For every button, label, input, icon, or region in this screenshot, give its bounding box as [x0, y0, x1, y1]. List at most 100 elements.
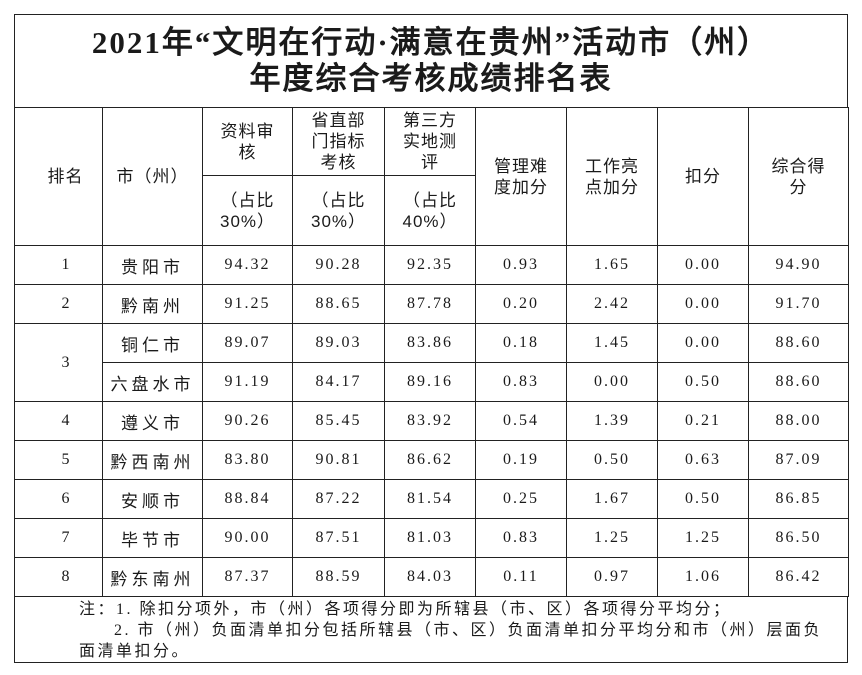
header-third-party-label: 第三方实地测评: [403, 111, 457, 172]
city-cell: 黔南州: [102, 284, 203, 324]
highlight-bonus-cell: 0.50: [566, 440, 658, 480]
dept-assessment-cell: 90.81: [292, 440, 385, 480]
deduction-cell: 0.00: [657, 284, 749, 324]
total-score-cell: 87.09: [748, 440, 849, 480]
highlight-bonus-cell: 2.42: [566, 284, 658, 324]
city-cell: 贵阳市: [102, 245, 203, 285]
table-header: 排名 市（州） 资料审核 省直部门指标考核 第三方实地测评 管理难度加分 工作亮…: [14, 107, 849, 246]
total-score-cell: 91.70: [748, 284, 849, 324]
management-bonus-cell: 0.25: [475, 479, 567, 519]
highlight-bonus-cell: 1.39: [566, 401, 658, 441]
material-review-cell: 89.07: [202, 323, 293, 363]
dept-assessment-cell: 89.03: [292, 323, 385, 363]
deduction-cell: 1.25: [657, 518, 749, 558]
city-cell: 安顺市: [102, 479, 203, 519]
table-row: 6 安顺市 88.84 87.22 81.54 0.25 1.67 0.50 86.85: [14, 479, 849, 519]
table-row: 1 贵阳市 94.32 90.28 92.35 0.93 1.65 0.00 94.90: [14, 245, 849, 285]
third-party-cell: 86.62: [384, 440, 476, 480]
dept-assessment-cell: 84.17: [292, 362, 385, 402]
total-score-cell: 88.00: [748, 401, 849, 441]
table-row: 5 黔西南州 83.80 90.81 86.62 0.19 0.50 0.63 87.09: [14, 440, 849, 480]
header-highlight-bonus-label: 工作亮点加分: [585, 156, 639, 197]
header-highlight-bonus: 工作亮点加分: [566, 107, 658, 246]
deduction-cell: 0.21: [657, 401, 749, 441]
header-material-review-weight: （占比30%）: [202, 175, 293, 246]
header-material-review: 资料审核: [202, 107, 293, 176]
management-bonus-cell: 0.83: [475, 362, 567, 402]
management-bonus-cell: 0.18: [475, 323, 567, 363]
highlight-bonus-cell: 1.67: [566, 479, 658, 519]
highlight-bonus-cell: 1.25: [566, 518, 658, 558]
table-row: 8 黔东南州 87.37 88.59 84.03 0.11 0.97 1.06 86.42: [14, 557, 849, 597]
header-third-party: 第三方实地测评: [384, 107, 476, 176]
material-review-cell: 90.00: [202, 518, 293, 558]
total-score-cell: 86.50: [748, 518, 849, 558]
material-review-cell: 87.37: [202, 557, 293, 597]
third-party-cell: 83.86: [384, 323, 476, 363]
city-cell: 遵义市: [102, 401, 203, 441]
third-party-cell: 92.35: [384, 245, 476, 285]
city-cell: 黔西南州: [102, 440, 203, 480]
management-bonus-cell: 0.20: [475, 284, 567, 324]
third-party-cell: 89.16: [384, 362, 476, 402]
rank-cell: 3: [14, 323, 103, 402]
header-city: 市（州）: [102, 107, 203, 246]
rank-cell: 1: [14, 245, 103, 285]
ranking-document: 2021年“文明在行动·满意在贵州”活动市（州） 年度综合考核成绩排名表 排名 …: [14, 14, 849, 663]
title-line-1: 2021年“文明在行动·满意在贵州”活动市（州）: [91, 25, 771, 60]
table-row: 3 铜仁市 89.07 89.03 83.86 0.18 1.45 0.00 88.60: [14, 323, 849, 402]
ranking-table: 排名 市（州） 资料审核 省直部门指标考核 第三方实地测评 管理难度加分 工作亮…: [14, 107, 849, 597]
rank-cell: 4: [14, 401, 103, 441]
total-score-cell: 86.85: [748, 479, 849, 519]
rank-cell: 5: [14, 440, 103, 480]
header-material-review-label: 资料审核: [220, 121, 275, 162]
management-bonus-cell: 0.93: [475, 245, 567, 285]
header-total: 综合得分: [748, 107, 849, 246]
highlight-bonus-cell: 0.97: [566, 557, 658, 597]
header-city-label: 市（州）: [116, 167, 189, 186]
management-bonus-cell: 0.19: [475, 440, 567, 480]
deduction-cell: 0.00: [657, 245, 749, 285]
third-party-cell: 84.03: [384, 557, 476, 597]
table-row: 六盘水市 91.19 84.17 89.16 0.83 0.00 0.50 88.60: [15, 362, 849, 402]
highlight-bonus-cell: 1.45: [566, 323, 658, 363]
highlight-bonus-cell: 0.00: [566, 362, 658, 402]
third-party-cell: 81.03: [384, 518, 476, 558]
material-review-cell: 94.32: [202, 245, 293, 285]
dept-assessment-cell: 85.45: [292, 401, 385, 441]
total-score-cell: 94.90: [748, 245, 849, 285]
city-cell: 六盘水市: [102, 362, 203, 402]
deduction-cell: 1.06: [657, 557, 749, 597]
header-material-review-weight-label: （占比30%）: [219, 190, 276, 231]
header-third-party-weight-label: （占比40%）: [402, 190, 458, 231]
third-party-cell: 81.54: [384, 479, 476, 519]
material-review-cell: 83.80: [202, 440, 293, 480]
management-bonus-cell: 0.11: [475, 557, 567, 597]
header-dept-assessment-label: 省直部门指标考核: [311, 111, 366, 172]
notes: 注：1. 除扣分项外，市（州）各项得分即为所辖县（市、区）各项得分平均分； 2.…: [14, 597, 848, 663]
dept-assessment-cell: 87.22: [292, 479, 385, 519]
header-dept-assessment-weight-label: （占比30%）: [310, 190, 367, 231]
rank-cell: 6: [14, 479, 103, 519]
deduction-cell: 0.50: [657, 479, 749, 519]
total-score-cell: 88.60: [748, 362, 849, 402]
rank-cell: 8: [14, 557, 103, 597]
header-row-2: （占比30%） （占比30%） （占比40%）: [15, 175, 849, 246]
material-review-cell: 91.25: [202, 284, 293, 324]
header-rank: 排名: [14, 107, 103, 246]
dept-assessment-cell: 88.59: [292, 557, 385, 597]
material-review-cell: 88.84: [202, 479, 293, 519]
city-cell: 毕节市: [102, 518, 203, 558]
material-review-cell: 91.19: [202, 362, 293, 402]
city-cell: 黔东南州: [102, 557, 203, 597]
header-rank-label: 排名: [47, 167, 84, 186]
header-row-1: 排名 市（州） 资料审核 省直部门指标考核 第三方实地测评 管理难度加分 工作亮…: [14, 107, 849, 246]
deduction-cell: 0.63: [657, 440, 749, 480]
dept-assessment-cell: 90.28: [292, 245, 385, 285]
header-third-party-weight: （占比40%）: [384, 175, 476, 246]
header-deduction-label: 扣分: [685, 167, 721, 186]
header-dept-assessment-weight: （占比30%）: [292, 175, 385, 246]
header-dept-assessment: 省直部门指标考核: [292, 107, 385, 176]
management-bonus-cell: 0.83: [475, 518, 567, 558]
dept-assessment-cell: 88.65: [292, 284, 385, 324]
